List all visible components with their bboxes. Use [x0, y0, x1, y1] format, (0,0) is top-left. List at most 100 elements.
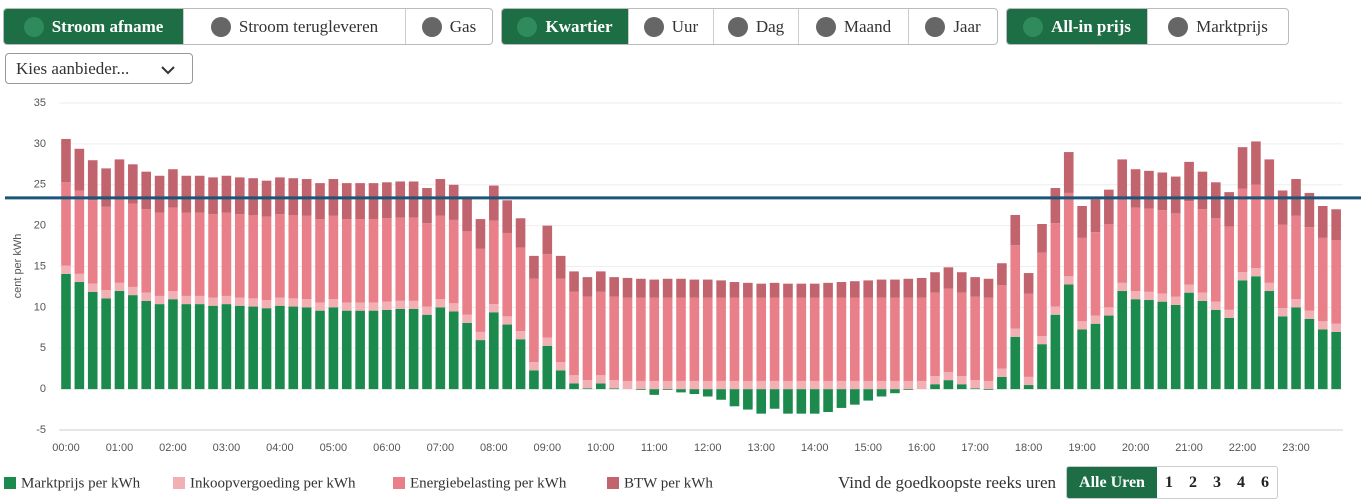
bar-segment: [114, 159, 125, 200]
x-tick-label: 07:00: [427, 442, 455, 454]
option-button[interactable]: 3: [1212, 473, 1221, 491]
bar-segment: [1211, 182, 1221, 219]
option-button[interactable]: 2: [1188, 473, 1197, 491]
y-tick-label: -5: [36, 424, 46, 436]
toggle-button[interactable]: Stroom afname: [4, 9, 184, 44]
x-tick-label: 17:00: [961, 442, 989, 454]
bar-segment: [930, 376, 940, 385]
bar-segment: [234, 214, 245, 298]
toggle-button[interactable]: Maand: [799, 9, 909, 44]
bar-segment: [943, 267, 954, 289]
toggle-button[interactable]: Marktprijs: [1148, 9, 1288, 44]
bar-segment: [288, 214, 299, 299]
bar-segment: [729, 282, 740, 298]
bar-segment: [1144, 291, 1154, 301]
legend-swatch: [393, 477, 405, 489]
bar-segment: [809, 283, 820, 298]
bar-segment: [595, 383, 606, 390]
toggle-button[interactable]: Jaar: [909, 9, 997, 44]
bar-segment: [662, 389, 673, 390]
bar-segment: [983, 278, 994, 298]
bar-segment: [595, 375, 606, 384]
bar-segment: [489, 220, 499, 305]
bar-segment: [221, 212, 232, 296]
bar-segment: [716, 280, 726, 298]
button-group: Kwartier Uur Dag Maand Jaar: [501, 8, 998, 45]
bar-segment: [542, 337, 553, 346]
bar-segment: [1063, 276, 1074, 285]
bar-segment: [1304, 318, 1315, 390]
bar-segment: [1197, 300, 1208, 390]
bar-segment: [1117, 291, 1128, 390]
option-button[interactable]: Alle Uren: [1067, 467, 1157, 498]
toggle-button[interactable]: Kwartier: [502, 9, 629, 44]
bar-segment: [1277, 308, 1288, 317]
bar-segment: [515, 339, 526, 390]
option-button[interactable]: 4: [1236, 473, 1245, 491]
bar-segment: [181, 175, 192, 213]
bar-segment: [529, 362, 539, 371]
bar-segment: [448, 311, 459, 390]
option-button[interactable]: 1: [1164, 473, 1173, 491]
bar-segment: [1237, 272, 1248, 281]
bar-segment: [1130, 207, 1141, 292]
bar-segment: [181, 304, 192, 390]
bar-segment: [194, 175, 205, 213]
bar-segment: [809, 297, 820, 381]
bar-segment: [355, 302, 365, 311]
bar-segment: [208, 214, 218, 298]
bar-segment: [1331, 240, 1341, 324]
bar-segment: [943, 380, 954, 390]
bar-segment: [676, 278, 686, 298]
bar-segment: [1264, 291, 1275, 390]
toggle-button[interactable]: All-in prijs: [1007, 9, 1148, 44]
bar-segment: [328, 307, 339, 390]
bar-segment: [315, 310, 325, 390]
option-group: Alle Uren 1 2 3 4 6: [1066, 466, 1278, 499]
bar-segment: [1117, 159, 1128, 200]
select-text: Kies aanbieder...: [16, 58, 130, 78]
bar-segment: [1130, 299, 1141, 390]
provider-select[interactable]: Kies aanbieder...: [5, 53, 193, 84]
bar-segment: [435, 307, 446, 390]
bar-segment: [502, 200, 512, 233]
option-button[interactable]: 6: [1260, 473, 1269, 491]
bar-segment: [101, 206, 111, 291]
bar-segment: [462, 314, 472, 323]
bar-segment: [1291, 299, 1301, 308]
x-tick-label: 05:00: [320, 442, 348, 454]
bar-segment: [234, 305, 245, 390]
bar-segment: [1063, 192, 1074, 277]
bar-segment: [689, 389, 700, 395]
bar-segment: [301, 307, 312, 390]
bar-segment: [128, 203, 138, 287]
x-tick-label: 18:00: [1015, 442, 1043, 454]
bar-segment: [1211, 301, 1221, 310]
bar-segment: [743, 297, 753, 381]
bar-segment: [489, 312, 499, 390]
bar-segment: [569, 291, 579, 376]
icon: [23, 16, 44, 37]
bar-segment: [1037, 223, 1047, 253]
bar-segment: [836, 282, 847, 298]
chevron: [161, 66, 175, 75]
toggle-button[interactable]: Stroom terugleveren: [184, 9, 406, 44]
toggle-button[interactable]: Gas: [406, 9, 492, 44]
x-tick-label: 06:00: [373, 442, 401, 454]
bar-segment: [1251, 184, 1261, 269]
bar-segment: [876, 380, 887, 390]
toggle-button[interactable]: Uur: [629, 9, 714, 44]
bar-segment: [288, 298, 299, 307]
button-group: Stroom afname Stroom terugleveren Gas: [3, 8, 493, 45]
bar-segment: [983, 389, 994, 390]
button-label: Gas: [449, 16, 477, 36]
toggle-button[interactable]: Dag: [714, 9, 799, 44]
bar-segment: [301, 215, 312, 300]
bar-segment: [382, 301, 392, 310]
bar-segment: [1157, 293, 1168, 302]
x-tick-label: 10:00: [587, 442, 615, 454]
bar-segment: [1117, 199, 1128, 283]
bar-segment: [1304, 192, 1315, 228]
bar-segment: [756, 389, 767, 414]
